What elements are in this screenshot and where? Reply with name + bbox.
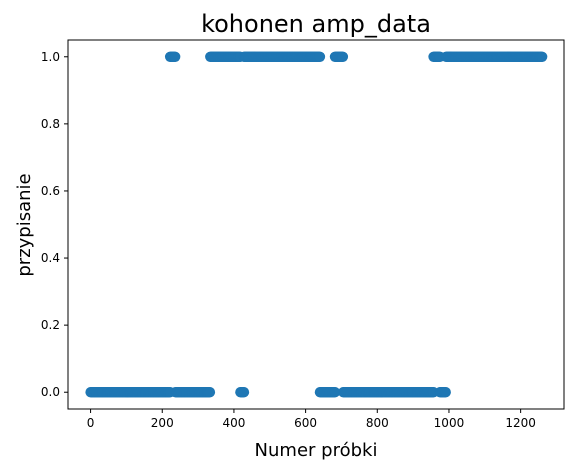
data-point bbox=[440, 387, 451, 398]
data-point bbox=[536, 51, 548, 62]
x-tick-label: 1200 bbox=[505, 416, 536, 430]
y-tick-label: 0.2 bbox=[41, 318, 60, 332]
plot-frame bbox=[67, 39, 565, 410]
data-point bbox=[238, 387, 250, 398]
x-axis-label: Numer próbki bbox=[255, 440, 378, 461]
data-point bbox=[329, 387, 341, 398]
y-axis-label: przypisanie bbox=[14, 173, 35, 276]
x-tick-label: 1000 bbox=[434, 416, 465, 430]
x-axis-ticks: 0 200 400 600 800 1000 1200 bbox=[87, 409, 536, 430]
y-tick-label: 0.4 bbox=[41, 251, 60, 265]
y-tick-label: 0.6 bbox=[41, 184, 60, 198]
y-tick-label: 0.8 bbox=[41, 117, 60, 131]
data-point bbox=[314, 51, 326, 62]
x-tick-label: 400 bbox=[222, 416, 245, 430]
y-tick-label: 1.0 bbox=[41, 50, 60, 64]
data-point bbox=[337, 51, 349, 62]
chart-title: kohonen amp_data bbox=[201, 10, 431, 38]
data-point bbox=[204, 387, 216, 398]
x-tick-label: 600 bbox=[294, 416, 317, 430]
data-points bbox=[85, 51, 548, 398]
data-point bbox=[169, 51, 181, 62]
y-tick-label: 0.0 bbox=[41, 385, 60, 399]
x-tick-label: 200 bbox=[151, 416, 174, 430]
x-tick-label: 800 bbox=[366, 416, 389, 430]
y-axis-ticks: 0.0 0.2 0.4 0.6 0.8 1.0 bbox=[41, 50, 68, 399]
x-tick-label: 0 bbox=[87, 416, 95, 430]
